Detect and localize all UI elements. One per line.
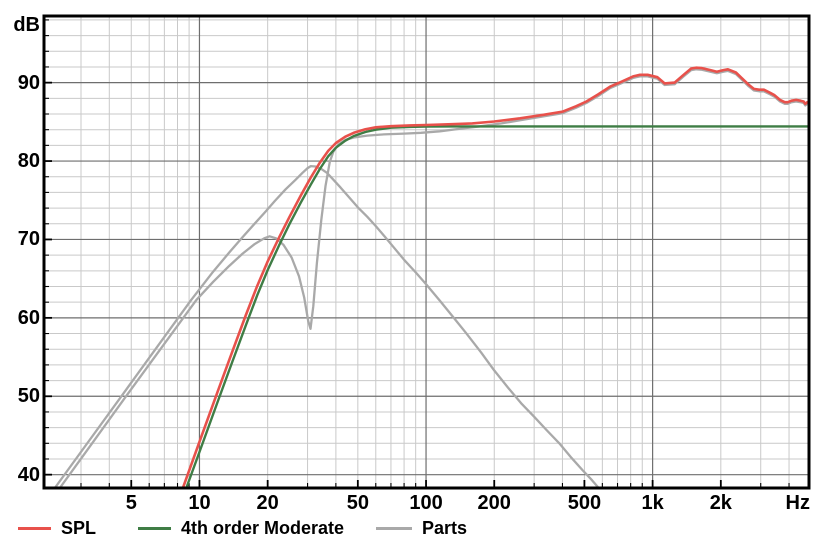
- legend: SPL 4th order Moderate Parts: [0, 515, 825, 541]
- x-tick-label-10: 10: [188, 492, 211, 514]
- legend-label-target: 4th order Moderate: [181, 518, 345, 538]
- x-tick-label-100: 100: [409, 492, 443, 514]
- x-tick-label-20: 20: [256, 492, 279, 514]
- legend-item-parts: Parts: [376, 515, 467, 541]
- legend-item-spl: SPL: [18, 515, 96, 541]
- y-tick-label-90: 90: [17, 71, 40, 94]
- x-tick-label-5: 5: [125, 492, 137, 514]
- parts-line-swatch-icon: [376, 526, 412, 530]
- x-tick-label-2k: 2k: [709, 492, 732, 514]
- x-tick-label-1k: 1k: [641, 492, 664, 514]
- target-line-swatch-icon: [138, 526, 171, 530]
- x-tick-label-500: 500: [567, 492, 602, 514]
- y-axis-unit-label: dB: [13, 14, 40, 36]
- y-tick-label-70: 70: [17, 228, 40, 251]
- y-tick-label-80: 80: [17, 150, 40, 173]
- series-curve-4th-order-moderate: [185, 125, 809, 488]
- series-curve-spl: [181, 66, 809, 488]
- series-curve-parts-1: [58, 68, 809, 488]
- x-tick-label-50: 50: [346, 492, 369, 514]
- y-tick-label-60: 60: [17, 306, 40, 329]
- spl-line-swatch-icon: [18, 526, 51, 530]
- x-axis-unit-label: Hz: [785, 492, 810, 514]
- series-curve-parts-2: [53, 164, 600, 488]
- y-tick-label-50: 50: [17, 385, 40, 408]
- legend-item-target: 4th order Moderate: [138, 515, 344, 541]
- x-tick-label-200: 200: [477, 492, 511, 514]
- y-tick-label-40: 40: [17, 463, 40, 486]
- legend-label-parts: Parts: [422, 518, 468, 538]
- legend-label-spl: SPL: [61, 518, 97, 538]
